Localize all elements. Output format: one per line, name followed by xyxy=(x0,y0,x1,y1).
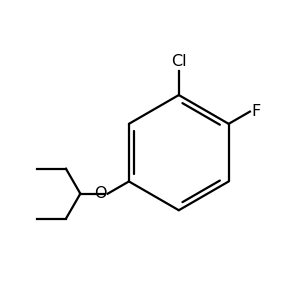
Text: Cl: Cl xyxy=(171,54,187,69)
Text: F: F xyxy=(251,104,261,119)
Text: O: O xyxy=(94,186,106,201)
